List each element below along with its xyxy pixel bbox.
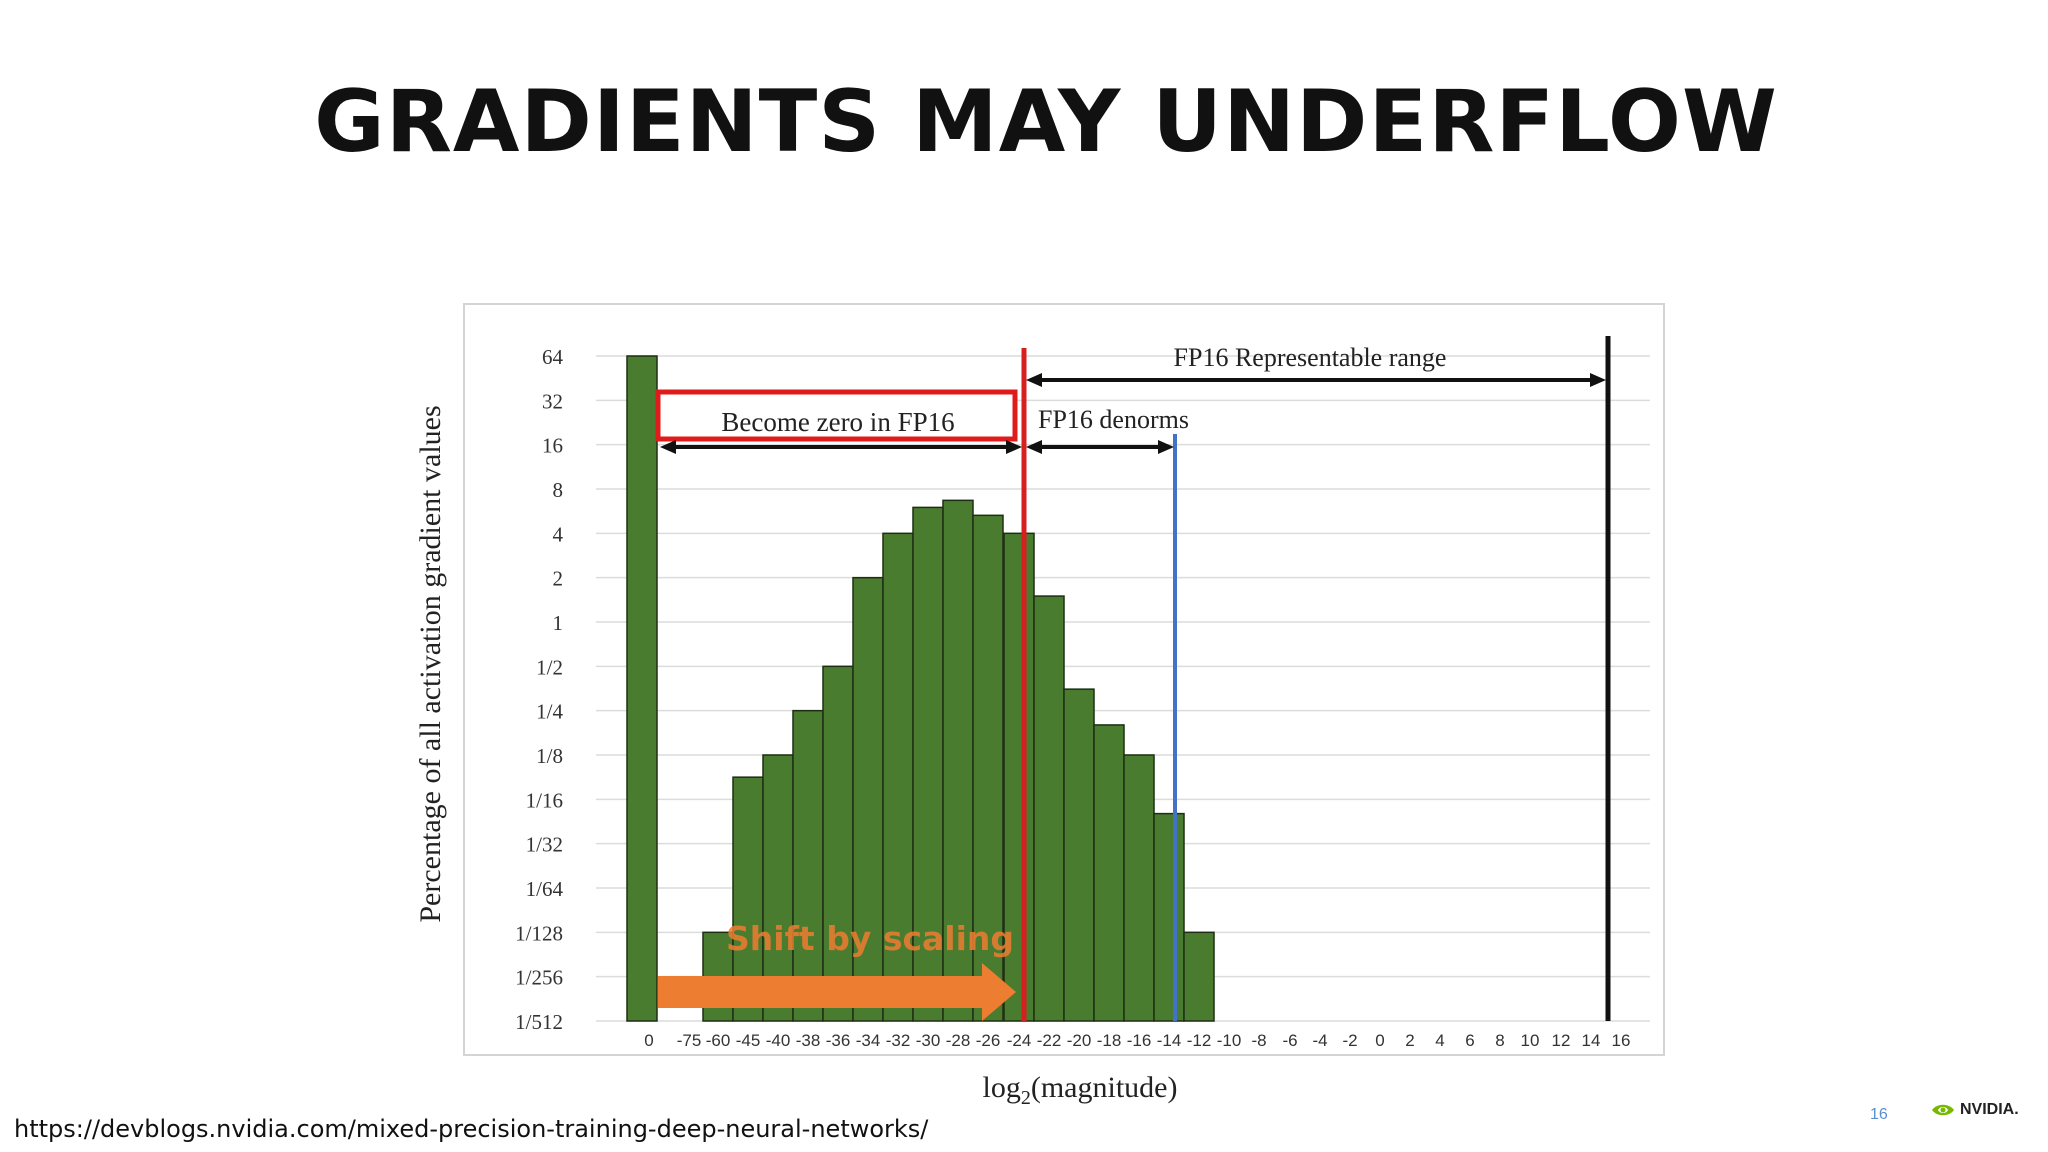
x-tick-label: -8 <box>1251 1031 1266 1050</box>
page-number: 16 <box>1870 1106 1888 1123</box>
range-label: FP16 Representable range <box>1174 343 1447 372</box>
x-tick-label: -22 <box>1037 1031 1062 1050</box>
x-tick-label: -34 <box>856 1031 881 1050</box>
bar <box>626 355 658 1022</box>
x-tick-label: 14 <box>1582 1031 1601 1050</box>
y-tick-label: 1/64 <box>526 877 564 901</box>
x-axis-label: log2(magnitude) <box>880 1071 1280 1110</box>
y-axis-label: Percentage of all activation gradient va… <box>414 405 447 923</box>
x-tick-label: -2 <box>1342 1031 1357 1050</box>
x-tick-label: -14 <box>1157 1031 1182 1050</box>
x-tick-label: -28 <box>946 1031 971 1050</box>
source-link[interactable]: https://devblogs.nvidia.com/mixed-precis… <box>14 1115 929 1143</box>
shift-arrow <box>658 963 1016 1021</box>
bar <box>822 665 854 1022</box>
brand-name: NVIDIA. <box>1960 1101 2019 1118</box>
x-tick-label: -10 <box>1217 1031 1242 1050</box>
x-tick-label: -45 <box>736 1031 761 1050</box>
x-tick-label: -38 <box>796 1031 821 1050</box>
y-tick-label: 32 <box>542 389 563 413</box>
y-tick-label: 1 <box>553 611 564 635</box>
x-tick-label: -32 <box>886 1031 911 1050</box>
x-tick-label: -40 <box>766 1031 791 1050</box>
y-tick-label: 16 <box>542 434 563 458</box>
x-tick-label: -24 <box>1007 1031 1032 1050</box>
y-tick-label: 1/16 <box>526 788 563 812</box>
zero-range-arrowhead-left <box>660 440 676 454</box>
bar <box>1063 688 1095 1022</box>
y-tick-label: 1/512 <box>515 1010 563 1034</box>
x-tick-label: -20 <box>1067 1031 1092 1050</box>
y-tick-label: 1/2 <box>536 655 563 679</box>
y-tick-label: 64 <box>542 345 564 369</box>
y-tick-label: 1/256 <box>515 966 563 990</box>
y-tick-label: 8 <box>553 478 564 502</box>
bar <box>942 499 974 1022</box>
x-tick-label: -36 <box>826 1031 851 1050</box>
zero-range-arrowhead-right <box>1006 440 1022 454</box>
x-tick-label: 0 <box>644 1031 653 1050</box>
brand-logo: NVIDIA. <box>1930 1101 2019 1119</box>
x-tick-label: -6 <box>1282 1031 1297 1050</box>
x-tick-label: -26 <box>976 1031 1001 1050</box>
bar <box>1033 595 1065 1022</box>
x-tick-label: -60 <box>706 1031 731 1050</box>
x-tick-label: 10 <box>1521 1031 1540 1050</box>
bar <box>1093 724 1125 1022</box>
grid-lines <box>596 355 1650 1022</box>
y-tick-label: 1/128 <box>515 921 563 945</box>
denorms-arrowhead-left <box>1026 440 1042 454</box>
shift-label: Shift by scaling <box>726 919 1014 958</box>
bars <box>626 355 1215 1022</box>
bar <box>1153 812 1185 1022</box>
bar <box>852 576 884 1022</box>
zero-box <box>655 389 1018 442</box>
range-arrowhead-right <box>1590 373 1606 387</box>
bar <box>1183 931 1215 1022</box>
bar <box>882 532 914 1022</box>
x-tick-labels: 0 -75 -60 -45 -40 -38 -36 -34 -32 -30 -28 -26 -24 -22… <box>644 1031 1630 1050</box>
y-tick-label: 1/4 <box>536 700 563 724</box>
x-tick-label: -12 <box>1187 1031 1212 1050</box>
x-tick-label: 0 <box>1375 1031 1384 1050</box>
bar <box>792 709 824 1022</box>
x-axis-label-prefix: log <box>982 1071 1021 1104</box>
bar <box>972 514 1004 1022</box>
x-tick-label: 6 <box>1465 1031 1474 1050</box>
nvidia-eye-icon <box>1932 1104 1954 1116</box>
y-tick-label: 2 <box>553 567 564 591</box>
bar <box>912 506 944 1022</box>
x-tick-label: 12 <box>1552 1031 1571 1050</box>
bar <box>1003 532 1035 1022</box>
denorms-arrowhead-right <box>1158 440 1174 454</box>
x-tick-label: 16 <box>1612 1031 1631 1050</box>
x-tick-label: 2 <box>1405 1031 1414 1050</box>
chart-frame <box>463 303 1665 1056</box>
denorms-label: FP16 denorms <box>1038 405 1189 434</box>
bar <box>1123 754 1155 1022</box>
x-tick-label: -18 <box>1097 1031 1122 1050</box>
y-tick-label: 1/8 <box>536 744 563 768</box>
slide-title: GRADIENTS MAY UNDERFLOW <box>314 72 1778 172</box>
x-tick-label: -16 <box>1127 1031 1152 1050</box>
x-axis-label-base: 2 <box>1020 1087 1031 1109</box>
y-tick-label: 4 <box>553 522 564 546</box>
zero-box-label: Become zero in FP16 <box>721 407 954 437</box>
y-tick-labels: 1/512 1/256 1/128 1/64 1/32 1/16 1/8 1/4 1/2 1 2 4 8… <box>515 345 563 1034</box>
x-tick-label: -75 <box>677 1031 702 1050</box>
range-arrowhead-left <box>1026 373 1042 387</box>
x-tick-label: 4 <box>1435 1031 1444 1050</box>
x-tick-label: 8 <box>1495 1031 1504 1050</box>
x-tick-label: -4 <box>1312 1031 1327 1050</box>
y-tick-label: 1/32 <box>526 833 563 857</box>
x-axis-label-suffix: (magnitude) <box>1030 1071 1178 1104</box>
x-tick-label: -30 <box>916 1031 941 1050</box>
